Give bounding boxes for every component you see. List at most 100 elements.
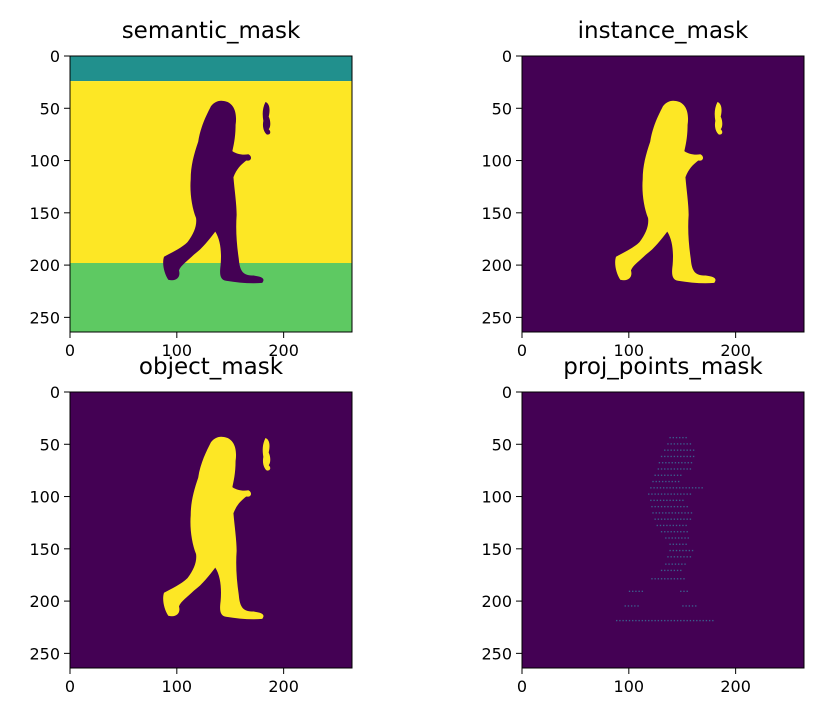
projected-point [670, 578, 672, 580]
projected-point [681, 563, 683, 565]
projected-point [673, 449, 676, 451]
projected-point [651, 578, 653, 580]
projected-point [680, 449, 682, 451]
projected-point [675, 524, 678, 527]
projected-point [652, 480, 654, 483]
projected-point [671, 537, 673, 539]
projected-point [658, 462, 661, 464]
projected-point [708, 619, 711, 622]
projected-point [628, 619, 631, 622]
projected-point [677, 537, 680, 539]
projected-point [679, 499, 681, 502]
projected-point [661, 512, 664, 514]
projected-point [687, 512, 689, 514]
semantic-ground-region [70, 263, 353, 333]
chart-title-proj-points-mask: proj_points_mask [563, 354, 763, 380]
projected-point [670, 474, 672, 476]
y-tick-label: 100 [481, 152, 512, 171]
chart-title-semantic-mask: semantic_mask [122, 18, 301, 44]
projected-point [680, 590, 682, 593]
projected-point [691, 549, 694, 552]
projected-point [685, 543, 687, 545]
y-tick-label: 200 [481, 256, 512, 275]
projected-point [654, 619, 656, 622]
projected-point [656, 487, 658, 489]
projected-point [673, 619, 676, 622]
projected-point [657, 619, 660, 622]
projected-point [622, 619, 624, 622]
projected-point [673, 493, 676, 495]
projected-point [654, 578, 656, 580]
y-tick-label: 50 [492, 99, 512, 118]
projected-point [664, 474, 666, 476]
projected-point [670, 531, 672, 533]
projected-point [673, 443, 676, 445]
projected-point [654, 474, 656, 476]
y-tick-label: 0 [50, 47, 60, 66]
y-tick-label: 250 [29, 644, 60, 663]
projected-point [683, 443, 685, 445]
projected-point [689, 443, 692, 445]
projected-point [648, 619, 650, 622]
projected-point [657, 505, 660, 508]
projected-point [681, 462, 683, 464]
projected-point [660, 468, 663, 470]
projected-point [684, 563, 686, 565]
projected-point [669, 487, 671, 489]
projected-point [671, 512, 673, 514]
projected-point [668, 537, 670, 539]
projected-point [664, 578, 666, 580]
y-tick-label: 0 [50, 383, 60, 402]
projected-point [689, 468, 692, 470]
projected-point [682, 487, 684, 489]
proj-points-layer [616, 436, 714, 622]
projected-point [673, 468, 676, 470]
projected-point [686, 468, 688, 470]
projected-point [663, 499, 665, 502]
projected-point [667, 505, 669, 508]
projected-point [667, 493, 669, 495]
projected-point [680, 531, 682, 533]
projected-point [676, 619, 679, 622]
projected-point [686, 455, 688, 458]
y-tick-label: 200 [481, 592, 512, 611]
x-tick-label: 100 [614, 677, 645, 696]
projected-point [644, 619, 647, 622]
projected-point [676, 569, 679, 572]
projected-point [666, 487, 668, 489]
projected-point [627, 605, 630, 607]
projected-point [641, 619, 644, 622]
projected-point [676, 505, 679, 508]
y-tick-label: 200 [29, 592, 60, 611]
projected-point [677, 462, 680, 464]
projected-point [674, 512, 677, 514]
y-tick-label: 250 [29, 308, 60, 327]
projected-point [686, 505, 688, 508]
panel-object-mask [70, 392, 353, 669]
projected-point [660, 455, 663, 458]
projected-point [712, 619, 714, 622]
projected-point [684, 512, 686, 514]
projected-point [655, 512, 657, 514]
y-tick-label: 250 [481, 308, 512, 327]
semantic-sky-region [70, 56, 353, 82]
projected-point [670, 569, 672, 572]
projected-point [692, 455, 695, 458]
projected-point [679, 543, 681, 545]
projected-point [650, 487, 652, 489]
y-tick-label: 150 [481, 540, 512, 559]
projected-point [676, 556, 679, 558]
projected-point [695, 605, 697, 607]
projected-point [670, 518, 672, 520]
projected-point [677, 512, 680, 514]
projected-point [680, 619, 682, 622]
projected-point [660, 619, 663, 622]
projected-point [625, 619, 628, 622]
projected-point [672, 549, 675, 552]
y-tick-label: 250 [481, 644, 512, 663]
x-tick-label: 0 [517, 341, 527, 360]
projected-point [685, 549, 687, 552]
projected-point [655, 480, 657, 483]
projected-point [673, 578, 676, 580]
projected-point [680, 569, 682, 572]
